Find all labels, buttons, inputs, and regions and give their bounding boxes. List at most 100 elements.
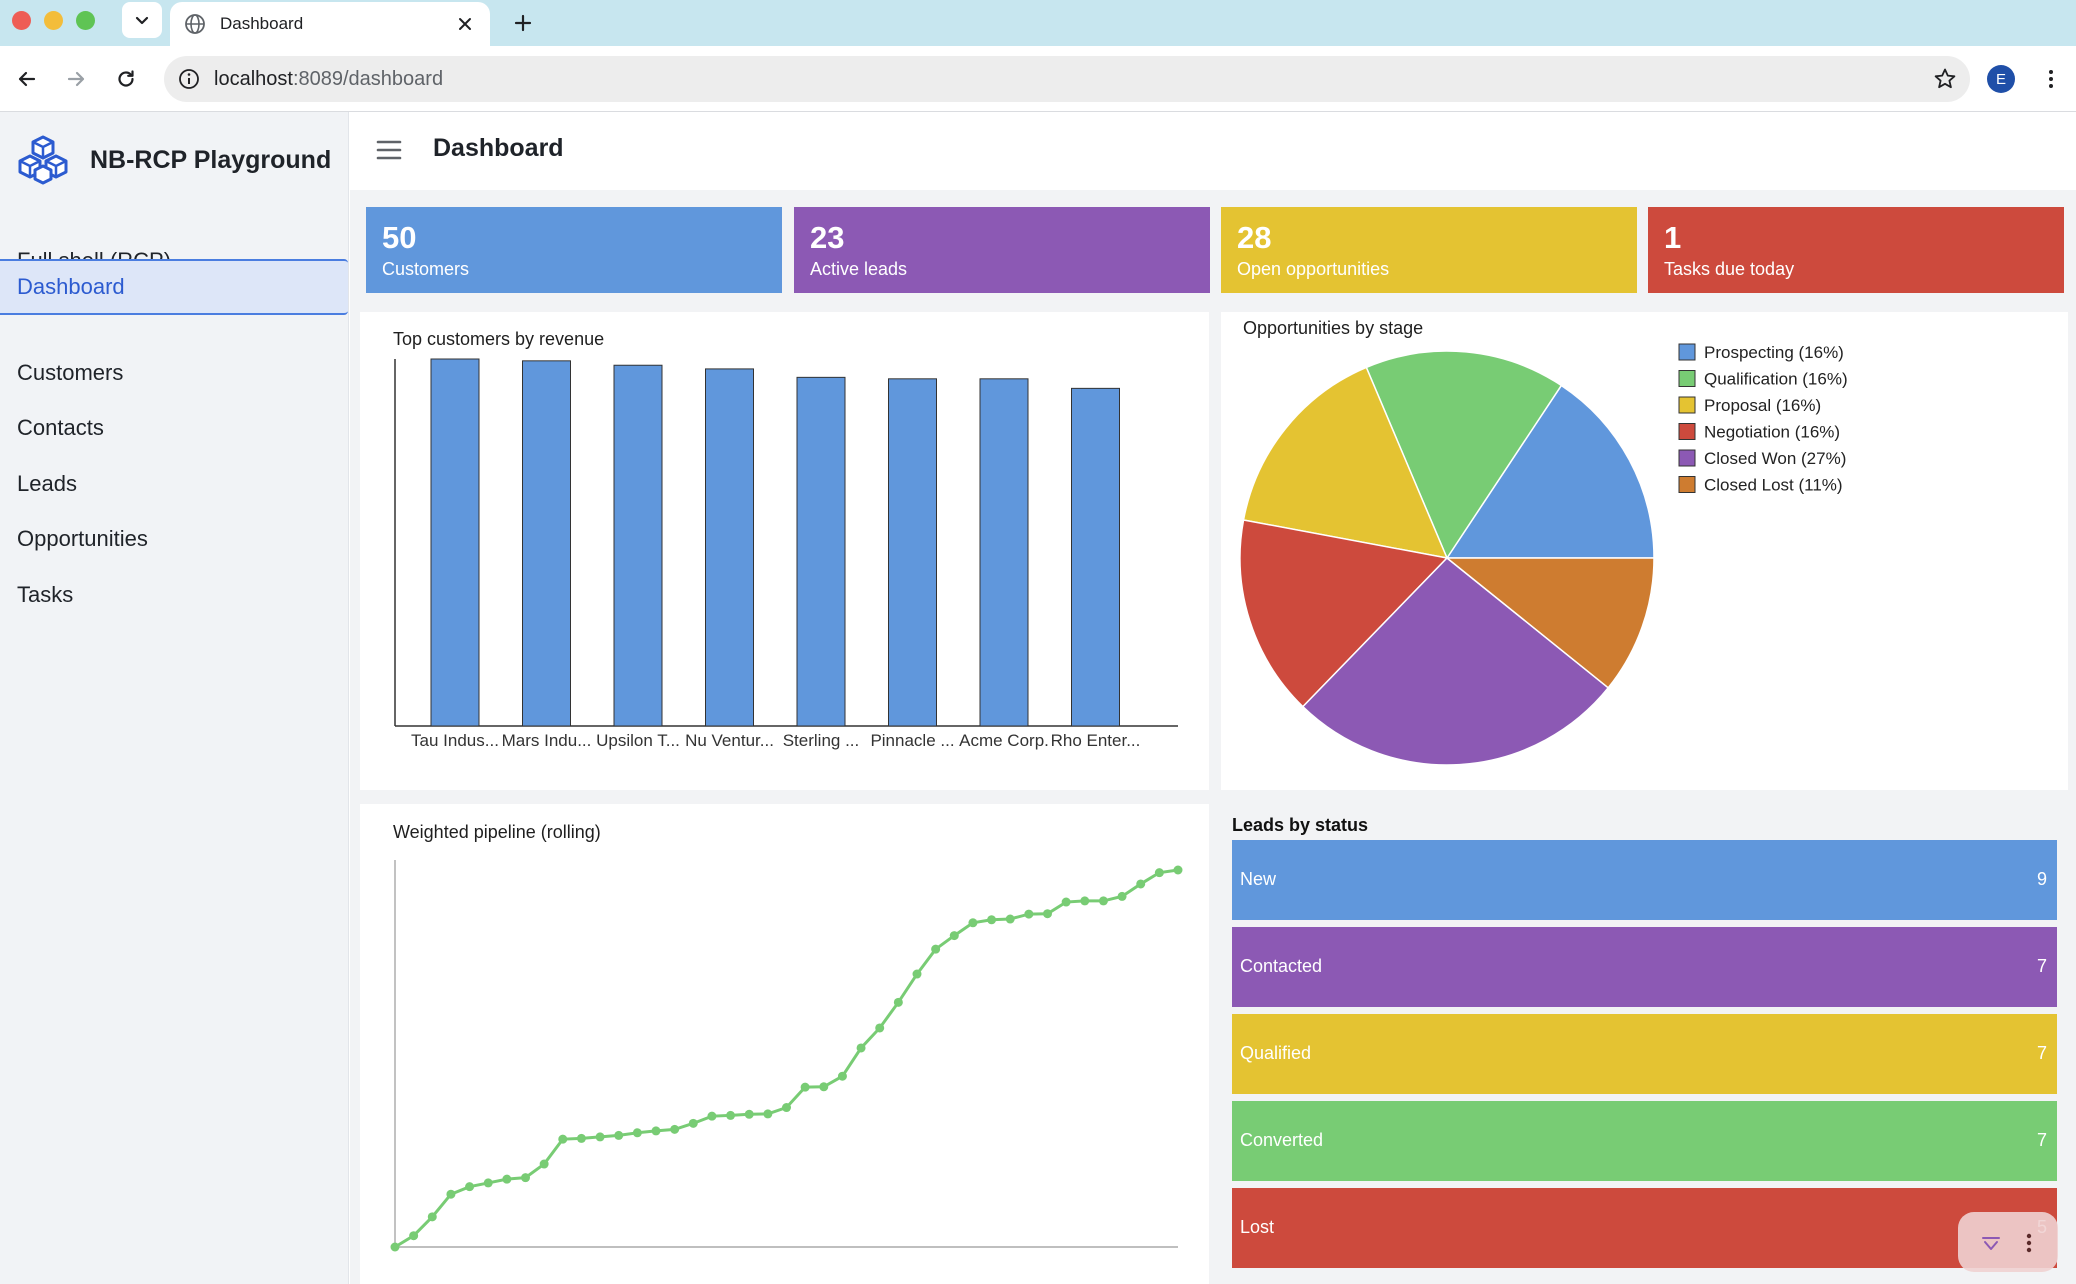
line-point[interactable] xyxy=(390,1242,400,1252)
kpi-tasks-due[interactable]: 1 Tasks due today xyxy=(1648,207,2064,293)
legend-swatch xyxy=(1678,423,1696,440)
kpi-customers[interactable]: 50 Customers xyxy=(366,207,782,293)
bar[interactable] xyxy=(430,358,480,727)
line-point[interactable] xyxy=(632,1128,642,1138)
line-point[interactable] xyxy=(595,1132,605,1142)
new-tab-button[interactable] xyxy=(506,6,540,40)
forward-button[interactable] xyxy=(58,61,94,97)
reload-button[interactable] xyxy=(108,61,144,97)
line-point[interactable] xyxy=(800,1082,810,1092)
url-text: localhost:8089/dashboard xyxy=(214,68,443,91)
line-point[interactable] xyxy=(912,969,922,979)
bar[interactable] xyxy=(1071,387,1120,727)
sidebar-item-tasks[interactable]: Tasks xyxy=(17,582,74,607)
line-point[interactable] xyxy=(1080,896,1090,906)
lead-status-lost[interactable]: Lost 5 xyxy=(1232,1188,2057,1268)
sidebar-item-contacts[interactable]: Contacts xyxy=(17,415,104,440)
legend-label: Negotiation (16%) xyxy=(1704,423,1840,442)
profile-avatar[interactable]: E xyxy=(1987,65,2015,93)
lead-status-contacted[interactable]: Contacted 7 xyxy=(1232,927,2057,1007)
line-point[interactable] xyxy=(782,1103,791,1113)
lead-status-qualified[interactable]: Qualified 7 xyxy=(1232,1014,2057,1094)
line-point[interactable] xyxy=(576,1133,586,1143)
line-point[interactable] xyxy=(707,1111,717,1121)
line-point[interactable] xyxy=(1024,909,1034,919)
line-point[interactable] xyxy=(670,1124,680,1134)
line-point[interactable] xyxy=(1098,896,1108,906)
line-point[interactable] xyxy=(763,1109,773,1119)
pie-slice[interactable] xyxy=(1239,519,1449,708)
bar[interactable] xyxy=(705,368,754,727)
lead-status-converted[interactable]: Converted 7 xyxy=(1232,1101,2057,1181)
line-point[interactable] xyxy=(968,918,978,928)
line-point[interactable] xyxy=(465,1182,475,1192)
line-point[interactable] xyxy=(856,1043,866,1053)
line-point[interactable] xyxy=(949,931,959,941)
line-point[interactable] xyxy=(1005,914,1015,924)
lead-status-label: Contacted xyxy=(1240,956,1323,976)
window-minimize-button[interactable] xyxy=(44,11,63,30)
line-point[interactable] xyxy=(539,1159,549,1169)
bar[interactable] xyxy=(888,378,937,727)
filter-chevron-icon[interactable] xyxy=(1978,1230,2004,1256)
line-point[interactable] xyxy=(688,1118,698,1128)
pie-slice[interactable] xyxy=(1445,384,1655,559)
menu-icon[interactable] xyxy=(376,138,402,162)
line-point[interactable] xyxy=(427,1212,437,1222)
x-tick-label: Sterling ... xyxy=(783,731,860,750)
line-point[interactable] xyxy=(744,1109,754,1119)
bar[interactable] xyxy=(613,364,663,727)
line-point[interactable] xyxy=(651,1126,661,1136)
star-icon[interactable] xyxy=(1932,66,1958,92)
line-point[interactable] xyxy=(1136,879,1146,889)
browser-toolbar: localhost:8089/dashboard E xyxy=(0,46,2076,112)
line-point[interactable] xyxy=(931,944,941,954)
sidebar-item-customers[interactable]: Customers xyxy=(17,360,124,385)
more-vertical-icon[interactable] xyxy=(2022,1230,2036,1256)
tab-search-button[interactable] xyxy=(122,2,162,38)
line-point[interactable] xyxy=(726,1110,736,1120)
line-point[interactable] xyxy=(502,1174,512,1184)
window-close-button[interactable] xyxy=(12,11,31,30)
back-button[interactable] xyxy=(9,61,45,97)
line-point[interactable] xyxy=(875,1023,885,1033)
floating-toolbar[interactable] xyxy=(1958,1212,2058,1272)
line-point[interactable] xyxy=(614,1130,624,1140)
site-info-icon[interactable] xyxy=(176,66,202,92)
line-point[interactable] xyxy=(521,1173,530,1183)
pie-slice[interactable] xyxy=(1301,556,1610,766)
line-point[interactable] xyxy=(1043,909,1052,919)
line-point[interactable] xyxy=(987,915,997,925)
line-point[interactable] xyxy=(1117,891,1127,901)
line-point[interactable] xyxy=(409,1231,419,1241)
chart-title: Weighted pipeline (rolling) xyxy=(393,822,601,842)
close-icon[interactable] xyxy=(454,13,476,35)
line-point[interactable] xyxy=(819,1082,829,1092)
line-point[interactable] xyxy=(446,1189,456,1199)
line-point[interactable] xyxy=(893,997,903,1007)
kpi-active-leads[interactable]: 23 Active leads xyxy=(794,207,1210,293)
sidebar-item-leads[interactable]: Leads xyxy=(17,471,77,496)
address-bar[interactable]: localhost:8089/dashboard xyxy=(164,56,1970,102)
lead-status-new[interactable]: New 9 xyxy=(1232,840,2057,920)
line-point[interactable] xyxy=(558,1134,568,1144)
line-point[interactable] xyxy=(1154,868,1164,878)
line-point[interactable] xyxy=(1173,865,1183,875)
browser-menu-button[interactable] xyxy=(2038,63,2064,95)
bar[interactable] xyxy=(522,360,571,727)
line-point[interactable] xyxy=(837,1071,847,1081)
pie-slice[interactable] xyxy=(1444,557,1655,689)
line-point[interactable] xyxy=(483,1178,493,1188)
kpi-open-opportunities[interactable]: 28 Open opportunities xyxy=(1221,207,1637,293)
bar[interactable] xyxy=(796,376,846,727)
pie-slice[interactable] xyxy=(1242,366,1449,559)
sidebar-item-opportunities[interactable]: Opportunities xyxy=(17,526,148,551)
pie-slice[interactable] xyxy=(1365,350,1563,560)
browser-tab[interactable]: Dashboard xyxy=(170,2,490,46)
window-maximize-button[interactable] xyxy=(76,11,95,30)
sidebar-item-dashboard[interactable]: Dashboard xyxy=(0,259,348,315)
bar[interactable] xyxy=(979,378,1029,727)
line-point[interactable] xyxy=(1061,897,1071,907)
legend-swatch xyxy=(1678,396,1696,414)
brand[interactable]: NB-RCP Playground xyxy=(16,134,331,186)
